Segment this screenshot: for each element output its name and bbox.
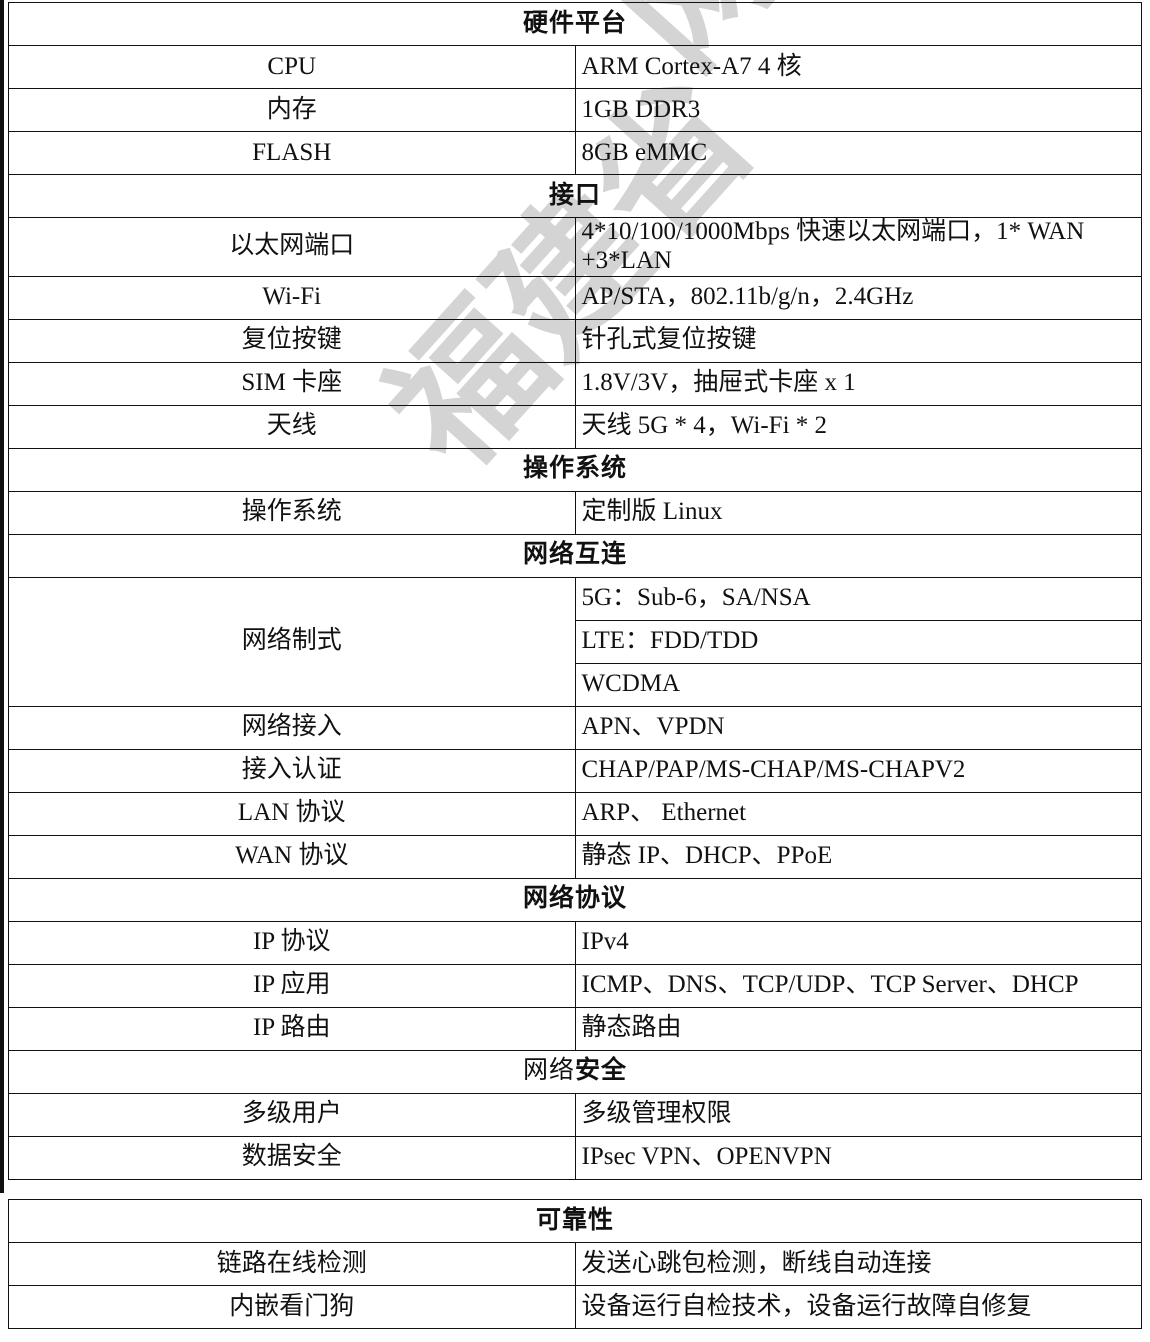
row-value-cell: LTE：FDD/TDD	[574, 619, 1142, 664]
row-label-cell: 复位按键	[8, 318, 576, 363]
section-header-row: 硬件平台	[8, 2, 1142, 46]
row-value-cell: 5G：Sub-6，SA/NSA	[574, 576, 1142, 621]
row-value-cell: 发送心跳包检测，断线自动连接	[574, 1242, 1142, 1286]
table-row: 链路在线检测 发送心跳包检测，断线自动连接	[8, 1242, 1142, 1286]
row-label-cell: 链路在线检测	[8, 1242, 576, 1286]
section-header-label: 网络协议	[8, 877, 1142, 922]
row-label-cell: 内嵌看门狗	[8, 1285, 576, 1329]
table-row: LTE：FDD/TDD	[9, 619, 1142, 664]
section-header-bold-part: 安全	[575, 1057, 628, 1085]
section-header-row: 操作系统	[8, 447, 1142, 492]
section-header-label: 可靠性	[8, 1199, 1142, 1243]
table-row: SIM 卡座 1.8V/3V，抽屉式卡座 x 1	[8, 361, 1142, 406]
row-value-cell: 静态 IP、DHCP、PPoE	[574, 834, 1142, 879]
row-value-cell: CHAP/PAP/MS-CHAP/MS-CHAPV2	[574, 748, 1142, 793]
table-row: WCDMA	[9, 662, 1142, 707]
row-label-cell: 网络接入	[8, 705, 576, 750]
row-label-cell: IP 协议	[8, 920, 576, 965]
row-value-cell: 天线 5G * 4，Wi-Fi * 2	[574, 404, 1142, 449]
table-row: CPU ARM Cortex-A7 4 核	[8, 45, 1142, 89]
row-label-cell: SIM 卡座	[8, 361, 576, 406]
section-header-row: 接口	[8, 174, 1142, 218]
table-row: 多级用户 多级管理权限	[8, 1092, 1142, 1137]
table-row: WAN 协议 静态 IP、DHCP、PPoE	[8, 834, 1142, 879]
table-row: IP 路由 静态路由	[8, 1006, 1142, 1051]
section-header-soft-part: 网络	[522, 1057, 575, 1085]
spec-table-main: 硬件平台 CPU ARM Cortex-A7 4 核内存 1GB DDR3 FLASH 8…	[8, 2, 1142, 1180]
row-value-cell: ARM Cortex-A7 4 核	[574, 45, 1142, 89]
table-row: 网络制式 5G：Sub-6，SA/NSA	[8, 576, 1142, 707]
row-value-cell: IPsec VPN、OPENVPN	[574, 1135, 1142, 1180]
table-row: FLASH 8GB eMMC	[8, 131, 1142, 175]
section-header-label: 操作系统	[8, 447, 1142, 492]
row-label-cell: LAN 协议	[8, 791, 576, 836]
row-label-cell: Wi-Fi	[8, 275, 576, 320]
row-value-cell: ICMP、DNS、TCP/UDP、TCP Server、DHCP	[574, 963, 1142, 1008]
section-header-row: 网络安全	[8, 1049, 1142, 1094]
spec-table-tail: 可靠性 链路在线检测 发送心跳包检测，断线自动连接 内嵌看门狗 设备运行自检技术，设备运…	[8, 1199, 1142, 1329]
table-row: 复位按键 针孔式复位按键	[8, 318, 1142, 363]
table-row: 内存 1GB DDR3	[8, 88, 1142, 132]
row-value-cell: IPv4	[574, 920, 1142, 965]
row-value-cell: 1.8V/3V，抽屉式卡座 x 1	[574, 361, 1142, 406]
row-label-cell: 内存	[8, 88, 576, 132]
row-value-cell: 多级管理权限	[574, 1092, 1142, 1137]
row-value-cell: 静态路由	[574, 1006, 1142, 1051]
section-header-label: 网络安全	[8, 1049, 1142, 1094]
table-row: IP 应用 ICMP、DNS、TCP/UDP、TCP Server、DHCP	[8, 963, 1142, 1008]
row-label-cell: WAN 协议	[8, 834, 576, 879]
section-header-row: 网络互连	[8, 533, 1142, 578]
row-value-cell: ARP、 Ethernet	[574, 791, 1142, 836]
row-value-cell: 定制版 Linux	[574, 490, 1142, 535]
row-value-cell: AP/STA，802.11b/g/n，2.4GHz	[574, 275, 1142, 320]
spec-table-tail-body: 可靠性 链路在线检测 发送心跳包检测，断线自动连接 内嵌看门狗 设备运行自检技术，设备运…	[8, 1199, 1142, 1329]
row-label-cell: 多级用户	[8, 1092, 576, 1137]
section-header-label: 接口	[8, 174, 1142, 218]
table-row: 内嵌看门狗 设备运行自检技术，设备运行故障自修复	[8, 1285, 1142, 1329]
row-label-cell: 以太网端口	[8, 217, 576, 277]
row-value-cell: APN、VPDN	[574, 705, 1142, 750]
table-row: 天线 天线 5G * 4，Wi-Fi * 2	[8, 404, 1142, 449]
spec-table-main-body: 硬件平台 CPU ARM Cortex-A7 4 核内存 1GB DDR3 FLASH 8…	[8, 2, 1142, 1180]
section-header-row: 网络协议	[8, 877, 1142, 922]
table-row: 操作系统 定制版 Linux	[8, 490, 1142, 535]
page-edge-artifact	[0, 0, 4, 1193]
row-value-cell: 1GB DDR3	[574, 88, 1142, 132]
table-row: 数据安全 IPsec VPN、OPENVPN	[8, 1135, 1142, 1180]
row-label-cell: FLASH	[8, 131, 576, 175]
table-row: IP 协议 IPv4	[8, 920, 1142, 965]
row-label-cell: 网络制式	[8, 576, 576, 707]
table-row: 网络接入 APN、VPDN	[8, 705, 1142, 750]
row-label-cell: IP 应用	[8, 963, 576, 1008]
row-value-cell: 针孔式复位按键	[574, 318, 1142, 363]
row-value-cell: 设备运行自检技术，设备运行故障自修复	[574, 1285, 1142, 1329]
row-label-cell: 操作系统	[8, 490, 576, 535]
row-value-cell: WCDMA	[574, 662, 1142, 707]
row-label-cell: IP 路由	[8, 1006, 576, 1051]
section-header-row: 可靠性	[8, 1199, 1142, 1243]
row-label-cell: 接入认证	[8, 748, 576, 793]
section-header-label: 网络互连	[8, 533, 1142, 578]
row-label-cell: 数据安全	[8, 1135, 576, 1180]
spec-table-block-tail: 可靠性 链路在线检测 发送心跳包检测，断线自动连接 内嵌看门狗 设备运行自检技术，设备运…	[8, 1199, 1142, 1329]
table-row: LAN 协议 ARP、 Ethernet	[8, 791, 1142, 836]
table-row: 接入认证 CHAP/PAP/MS-CHAP/MS-CHAPV2	[8, 748, 1142, 793]
row-value-cell: 8GB eMMC	[574, 131, 1142, 175]
spec-table-block-main: 硬件平台 CPU ARM Cortex-A7 4 核内存 1GB DDR3 FLASH 8…	[8, 2, 1142, 1180]
row-label-cell: 天线	[8, 404, 576, 449]
row-label-cell: CPU	[8, 45, 576, 89]
table-row: 以太网端口 4*10/100/1000Mbps 快速以太网端口，1* WAN +3…	[8, 217, 1142, 277]
table-row: Wi-Fi AP/STA，802.11b/g/n，2.4GHz	[8, 275, 1142, 320]
section-header-label: 硬件平台	[8, 2, 1142, 46]
row-value-cell: 4*10/100/1000Mbps 快速以太网端口，1* WAN +3*LAN	[574, 217, 1142, 277]
